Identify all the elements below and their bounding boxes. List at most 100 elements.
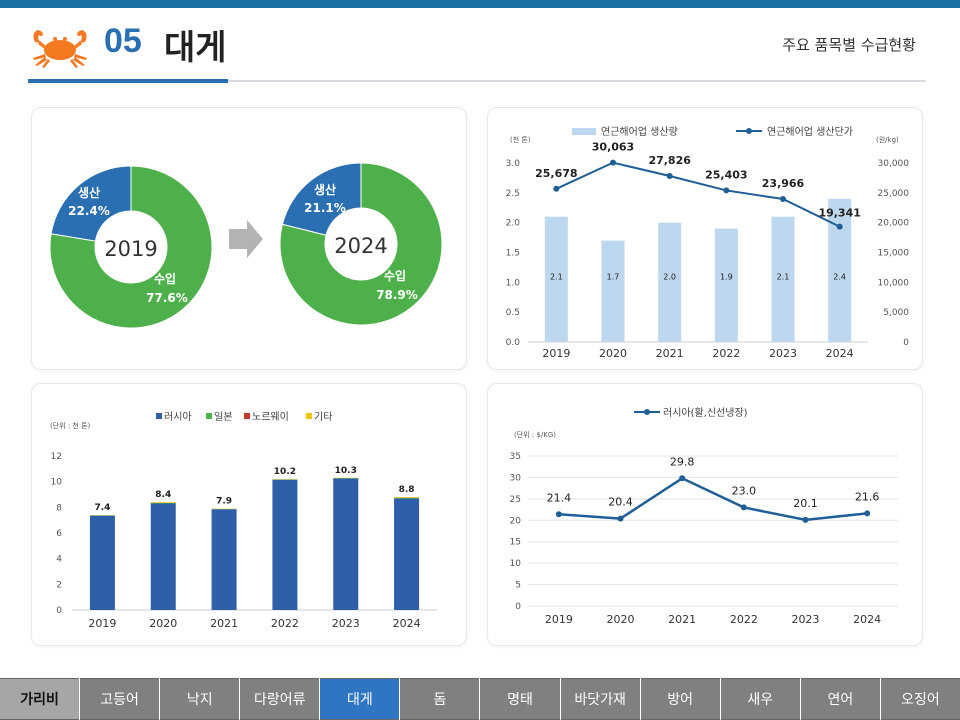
donut-label-production: 생산 <box>314 182 336 197</box>
y-tick-label: 12 <box>51 452 62 462</box>
y-right-tick-label: 5,000 <box>883 308 909 318</box>
import-bar-segment-러시아 <box>333 478 359 610</box>
price-point <box>740 504 747 511</box>
production-bar-label: 2.1 <box>777 272 790 281</box>
import-bar-segment-기타 <box>394 497 420 498</box>
import-bar-segment-일본 <box>394 497 420 499</box>
price-line <box>555 161 841 228</box>
donut-value-import: 78.9% <box>376 288 418 302</box>
import-country-card: 러시아 일본 노르웨이 기타 (단위 : 천 톤) 0 2 4 6 8 10 12 7.4 2019 8.4… <box>31 383 467 646</box>
nav-item-대게[interactable]: 대게 <box>320 678 400 720</box>
y-right-tick-label: 0 <box>903 338 909 348</box>
y-tick-label: 2 <box>56 580 62 590</box>
price-point <box>666 172 673 179</box>
donut-slice-import <box>279 162 443 326</box>
nav-item-새우[interactable]: 새우 <box>720 678 800 720</box>
price-point-label: 25,403 <box>705 168 747 181</box>
import-total-label: 7.4 <box>94 503 110 513</box>
price-point-label: 27,826 <box>648 154 691 167</box>
import-total-label: 10.3 <box>335 466 357 476</box>
nav-item-연어[interactable]: 연어 <box>800 678 880 720</box>
legend-swatch-price-marker <box>746 128 752 134</box>
x-tick-label: 2020 <box>607 613 635 626</box>
legend-label: 러시아 <box>164 411 192 423</box>
price-point <box>610 159 616 166</box>
import-total-label: 7.9 <box>216 497 232 507</box>
y-right-tick-label: 20,000 <box>878 219 910 229</box>
x-tick-label: 2023 <box>792 613 820 626</box>
x-tick-label: 2024 <box>826 347 854 360</box>
section-number: 05 <box>104 22 142 60</box>
page-title: 대게 <box>164 28 227 68</box>
production-bar-label: 1.9 <box>720 272 733 281</box>
y-tick-label: 0 <box>515 602 521 612</box>
y-right-tick-label: 10,000 <box>878 278 910 288</box>
price-point-label: 20.4 <box>608 496 633 509</box>
nav-item-명태[interactable]: 명태 <box>480 678 560 720</box>
legend-label-price: 연근해어업 생산단가 <box>767 125 853 138</box>
donut-center-year: 2024 <box>334 234 387 258</box>
y-tick-label: 8 <box>56 503 62 513</box>
price-point <box>553 185 560 192</box>
price-point <box>679 475 686 482</box>
x-tick-label: 2021 <box>210 617 238 630</box>
production-price-card: 연근해어업 생산량 연근해어업 생산단가 (천 톤) (원/kg) 0.0 0.5 1.0 1… <box>487 107 923 370</box>
price-point <box>864 510 871 517</box>
y-unit: (단위 : 천 톤) <box>50 421 91 430</box>
y-right-unit: (원/kg) <box>876 135 899 144</box>
legend-swatch-marker <box>644 409 650 415</box>
production-bar <box>658 222 682 342</box>
x-tick-label: 2022 <box>730 613 758 626</box>
price-point-label: 21.6 <box>855 490 880 503</box>
nav-item-고등어[interactable]: 고등어 <box>80 678 160 720</box>
top-accent-bar <box>0 0 960 8</box>
y-tick-label: 30 <box>510 473 522 483</box>
donut-value-import: 77.6% <box>146 291 188 305</box>
nav-item-방어[interactable]: 방어 <box>640 678 720 720</box>
production-bar-label: 2.1 <box>550 272 563 281</box>
nav-item-오징어[interactable]: 오징어 <box>880 678 960 720</box>
y-tick-label: 6 <box>56 529 62 539</box>
x-tick-label: 2021 <box>656 347 684 360</box>
legend-swatch <box>206 413 212 419</box>
price-point-label: 21.4 <box>547 491 572 504</box>
price-point <box>802 516 809 523</box>
x-tick-label: 2019 <box>542 347 570 360</box>
x-tick-label: 2023 <box>332 617 360 630</box>
legend-swatch-production <box>572 128 596 135</box>
nav-item-바닷가재[interactable]: 바닷가재 <box>560 678 640 720</box>
title-divider-accent <box>28 79 228 83</box>
crab-icon <box>33 30 87 68</box>
production-bar-label: 2.4 <box>833 272 846 281</box>
nav-item-가리비[interactable]: 가리비 <box>0 678 80 720</box>
x-tick-label: 2024 <box>853 613 881 626</box>
russia-price-card: 러시아(활,신선냉장) (단위 : $/KG) 0 5 10 15 20 25 30 35 2019… <box>487 383 923 646</box>
nav-item-다랑어류[interactable]: 다랑어류 <box>240 678 320 720</box>
donut-label-import: 수입 <box>154 272 176 286</box>
import-total-label: 8.4 <box>155 490 171 500</box>
nav-item-낙지[interactable]: 낙지 <box>160 678 240 720</box>
y-tick-label: 0 <box>56 606 62 616</box>
share-donut-chart: 2019 생산 22.4% 수입 77.6% 2024 생산 21.1% 수입 78.9% <box>49 162 443 329</box>
import-bar-segment-러시아 <box>394 498 420 610</box>
title-divider <box>28 80 926 82</box>
price-point <box>780 196 786 203</box>
x-tick-label: 2020 <box>599 347 627 360</box>
legend-swatch <box>306 413 312 419</box>
import-bar-segment-러시아 <box>211 509 237 610</box>
production-bar <box>601 240 625 342</box>
legend-label: 노르웨이 <box>252 411 289 423</box>
price-point-label: 20.1 <box>793 497 818 510</box>
y-tick-label: 35 <box>510 452 521 462</box>
nav-item-돔[interactable]: 돔 <box>400 678 480 720</box>
y-right-tick-label: 30,000 <box>878 159 910 169</box>
donut-slice-production <box>50 165 132 242</box>
production-bar-label: 2.0 <box>663 272 676 281</box>
import-total-label: 10.2 <box>274 467 296 477</box>
y-tick-label: 10 <box>510 559 522 569</box>
price-point <box>836 223 843 230</box>
y-left-tick-label: 2.0 <box>506 219 521 229</box>
production-bar <box>771 216 795 342</box>
import-by-country-chart: 러시아 일본 노르웨이 기타 (단위 : 천 톤) 0 2 4 6 8 10 12 7.4 2019 8.4… <box>50 411 437 630</box>
legend-swatch <box>244 413 250 419</box>
